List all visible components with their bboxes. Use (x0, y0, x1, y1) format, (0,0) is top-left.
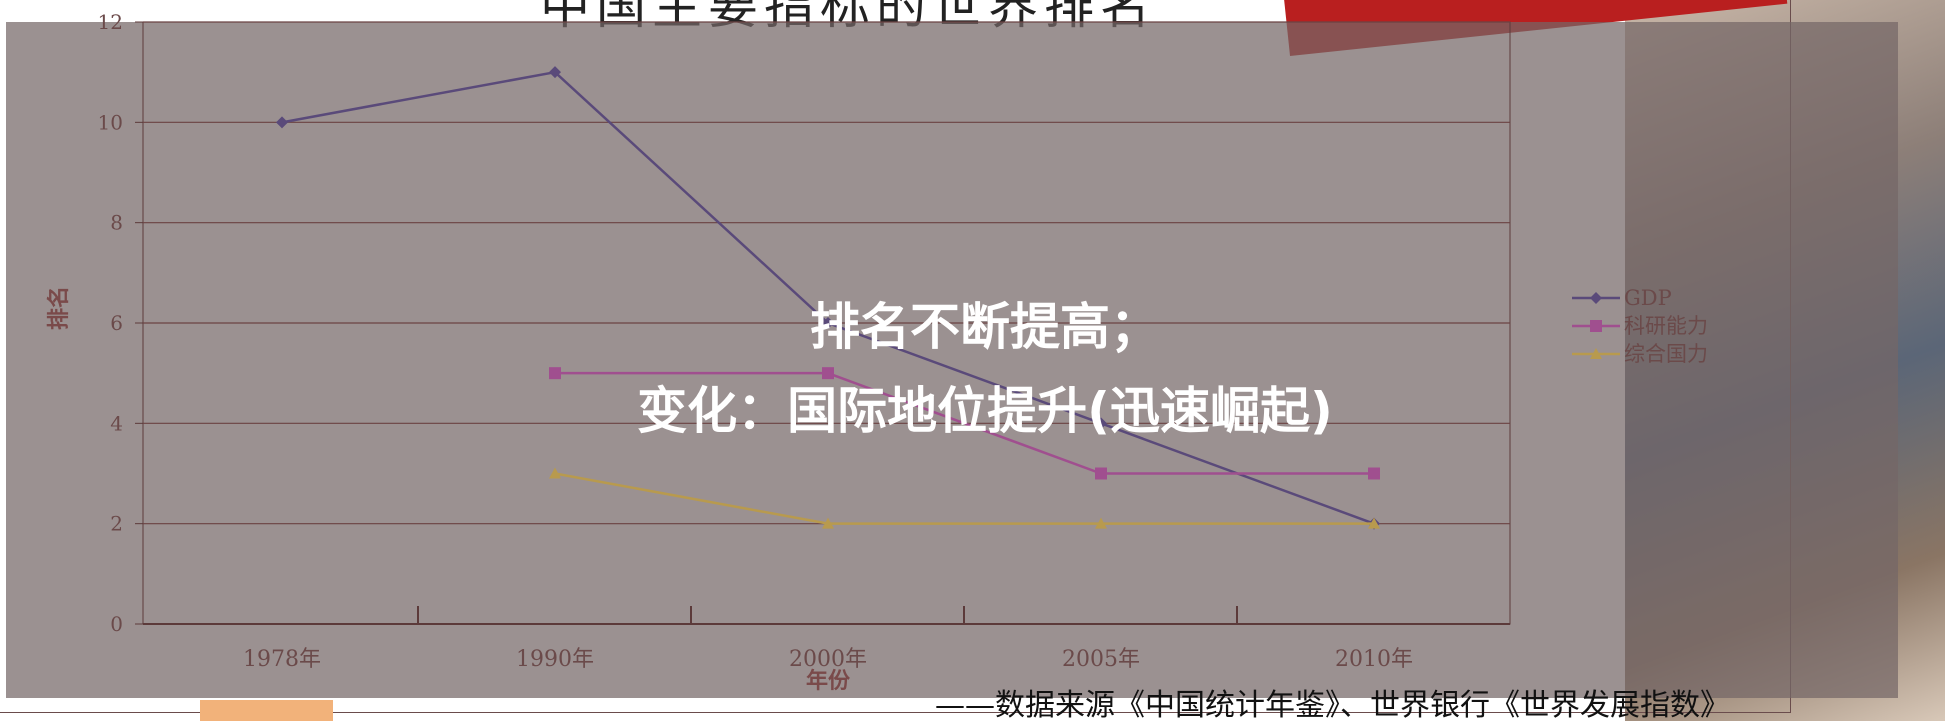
data-point (276, 116, 288, 129)
legend-label: 综合国力 (1624, 342, 1708, 366)
legend-label: GDP (1624, 286, 1672, 310)
y-tick-label: 8 (110, 211, 123, 235)
legend-marker (1590, 292, 1602, 304)
orange-accent-block (200, 700, 333, 721)
source-note: ——数据来源《中国统计年鉴》、世界银行《世界发展指数》 (935, 688, 1730, 723)
caption-line-2: 变化：国际地位提升(迅速崛起) (637, 382, 1333, 440)
y-tick-label: 0 (110, 612, 123, 636)
x-axis-title: 年份 (806, 668, 851, 694)
data-point (549, 467, 561, 479)
y-tick-label: 2 (110, 512, 123, 536)
data-point (822, 317, 834, 329)
data-point (1368, 517, 1380, 529)
x-tick-label: 2005年 (1062, 647, 1140, 672)
y-tick-label: 12 (98, 10, 123, 34)
data-point (1095, 467, 1107, 480)
x-tick-label: 2010年 (1335, 647, 1413, 672)
data-point (549, 66, 561, 79)
data-point (822, 367, 834, 380)
y-tick-label: 4 (110, 411, 123, 435)
y-tick-label: 6 (110, 311, 123, 335)
caption-line-1: 排名不断提高； (810, 298, 1160, 356)
x-tick-label: 2000年 (789, 647, 867, 672)
x-tick-label: 1978年 (243, 647, 321, 672)
data-point (549, 367, 561, 380)
data-point (1368, 467, 1380, 480)
legend-label: 科研能力 (1624, 314, 1708, 338)
data-point (1095, 517, 1107, 529)
chart-overlay (6, 22, 1898, 698)
data-point (822, 517, 834, 529)
legend-marker (1590, 348, 1602, 359)
overlay-caption: 排名不断提高； 变化：国际地位提升(迅速崛起) (470, 285, 1500, 453)
x-tick-label: 1990年 (516, 647, 594, 672)
legend-marker (1590, 320, 1602, 332)
y-tick-label: 10 (98, 110, 123, 134)
data-point (1095, 417, 1107, 430)
series-line-1 (555, 371, 1374, 475)
y-axis-title: 排名 (46, 286, 72, 330)
series-line-2 (554, 472, 1374, 525)
